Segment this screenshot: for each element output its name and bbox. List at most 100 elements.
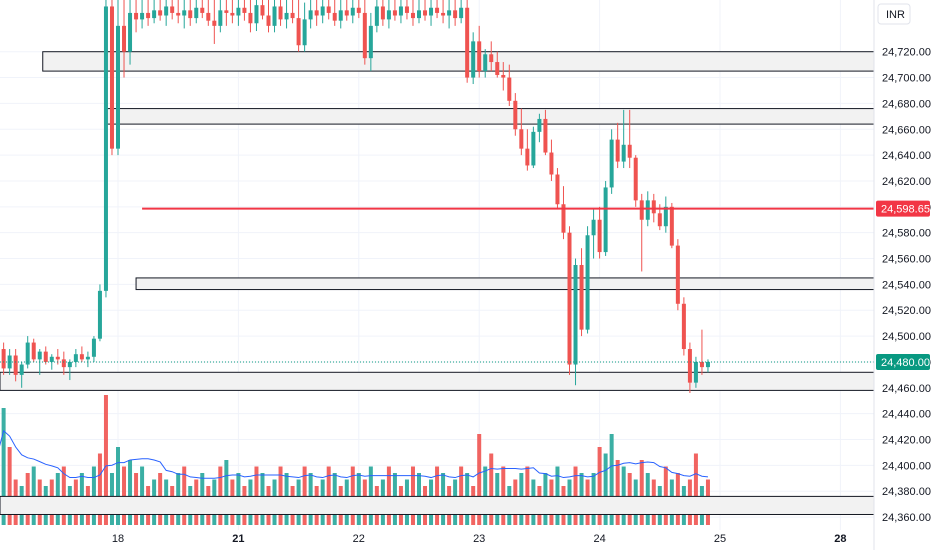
candle-body — [477, 41, 482, 72]
volume-bar — [525, 466, 530, 525]
candle-body — [152, 10, 157, 19]
candle-body — [453, 10, 458, 19]
volume-bar — [218, 466, 223, 525]
candle-body — [109, 6, 114, 149]
current-price-badge — [876, 353, 930, 370]
candle-body — [639, 200, 644, 220]
volume-bar — [91, 466, 96, 525]
current-price-badge-text: 24,480.00 — [881, 357, 930, 369]
candle-body — [266, 15, 271, 26]
y-tick-label: 24,460.00 — [882, 383, 931, 395]
volume-bar — [489, 453, 494, 525]
candle-body — [380, 6, 385, 20]
volume-ma-line — [0, 429, 709, 479]
candle-body — [302, 19, 307, 46]
candle-body — [417, 10, 421, 19]
candle-body — [116, 25, 120, 149]
candle-body — [170, 6, 175, 13]
candle-body — [633, 157, 638, 201]
volume-bar — [224, 460, 229, 525]
candle-body — [489, 54, 494, 63]
volume-bar — [350, 466, 355, 525]
zone-box — [105, 108, 875, 125]
price-axis[interactable] — [874, 0, 932, 550]
x-tick-label: 25 — [714, 533, 726, 545]
currency-button[interactable] — [877, 3, 911, 25]
zone-box — [0, 371, 875, 391]
y-tick-label: 24,420.00 — [882, 435, 931, 447]
volume-bar — [621, 466, 626, 525]
candle-body — [591, 219, 596, 236]
volume-bar — [103, 395, 108, 525]
candle-body — [441, 12, 446, 16]
x-tick-label: 24 — [593, 533, 605, 545]
volume-bar — [410, 466, 415, 525]
candle-body — [657, 213, 662, 227]
candle-body — [537, 118, 542, 132]
candle-body — [290, 12, 295, 19]
candle-body — [495, 62, 500, 75]
candle-body — [597, 219, 602, 253]
candle-body — [627, 144, 632, 158]
candle-body — [585, 235, 590, 330]
candle-body — [675, 245, 680, 304]
zone-box — [0, 495, 875, 515]
candle-body — [218, 10, 223, 26]
zone-box — [42, 51, 875, 72]
candle-body — [519, 129, 524, 149]
x-tick-label: 22 — [353, 533, 365, 545]
candle-body — [465, 7, 470, 78]
y-tick-label: 24,620.00 — [882, 176, 931, 188]
candle-body — [31, 342, 36, 360]
volume-bar — [603, 453, 608, 525]
candle-body — [663, 206, 668, 227]
zone-boxes — [0, 51, 875, 515]
candle-body — [615, 139, 620, 162]
candle-body — [543, 118, 548, 153]
candle-body — [555, 174, 560, 205]
candle-body — [242, 7, 247, 13]
candle-body — [278, 6, 283, 20]
candle-body — [362, 12, 367, 59]
volume-bar — [302, 466, 307, 525]
candle-body — [188, 10, 193, 19]
candle-body — [103, 6, 108, 291]
volume-bar — [7, 447, 12, 525]
candle-body — [284, 12, 289, 20]
x-tick-label: 23 — [473, 533, 485, 545]
candle-body — [158, 10, 163, 16]
volume-bar — [386, 466, 391, 525]
candle-body — [320, 6, 325, 16]
candle-body — [651, 200, 656, 214]
candle-body — [483, 54, 488, 72]
candle-body — [392, 10, 397, 16]
candle-body — [128, 12, 133, 52]
volume-bar — [693, 453, 698, 525]
candle-body — [471, 41, 476, 78]
y-tick-label: 24,700.00 — [882, 73, 931, 85]
volume-bar — [483, 466, 488, 525]
volume-bar — [128, 460, 133, 525]
y-tick-label: 24,720.00 — [882, 47, 931, 59]
candle-body — [423, 10, 428, 16]
candle-body — [296, 18, 301, 46]
candle-body — [79, 354, 84, 360]
candle-body — [254, 5, 259, 24]
candle-body — [272, 6, 277, 26]
candle-body — [248, 12, 253, 24]
currency-label: INR — [886, 9, 905, 21]
volume-bar — [254, 466, 259, 525]
candle-body — [513, 100, 518, 130]
candle-body — [206, 12, 211, 21]
candle-body — [73, 354, 78, 362]
y-tick-label: 24,540.00 — [882, 279, 931, 291]
y-tick-label: 24,360.00 — [882, 512, 931, 524]
volume-bar — [663, 466, 668, 525]
price-badges: 24,598.65 24,480.00 — [876, 200, 930, 370]
y-tick-label: 24,500.00 — [882, 331, 931, 343]
volume-bar — [639, 460, 644, 525]
candle-body — [621, 144, 626, 162]
grid-lines — [0, 0, 874, 530]
price-lines — [0, 207, 874, 363]
